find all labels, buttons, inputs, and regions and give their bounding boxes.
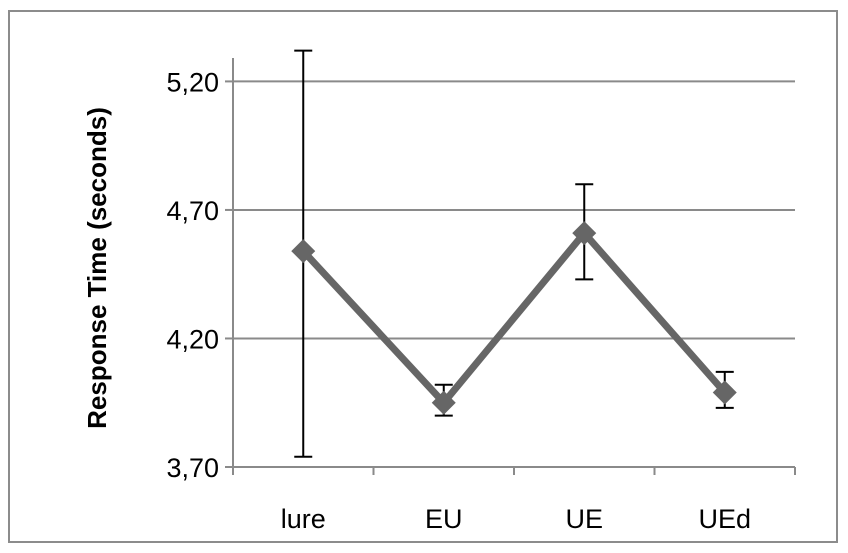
data-point-marker [572, 221, 597, 246]
tick-labels: 3,70 4,20 4,70 5,20 lure EU UE UEd [166, 67, 751, 534]
y-axis-title: Response Time (seconds) [82, 107, 112, 429]
data-point-marker [291, 239, 316, 264]
gridlines [233, 80, 795, 340]
data-point-marker [431, 390, 456, 415]
y-tick-label: 3,70 [166, 453, 219, 483]
series [291, 221, 737, 415]
y-tick-label: 4,20 [166, 324, 219, 354]
chart-frame [8, 10, 838, 543]
series-line [299, 229, 729, 407]
y-tick-label: 4,70 [166, 196, 219, 226]
data-point-marker [712, 380, 737, 405]
error-bars [294, 49, 734, 458]
x-tick-label: EU [425, 504, 463, 534]
x-tick-label: lure [281, 504, 326, 534]
y-tick-label: 5,20 [166, 67, 219, 97]
x-tick-label: UE [565, 504, 603, 534]
axes [225, 58, 796, 475]
x-tick-label: UEd [698, 504, 751, 534]
